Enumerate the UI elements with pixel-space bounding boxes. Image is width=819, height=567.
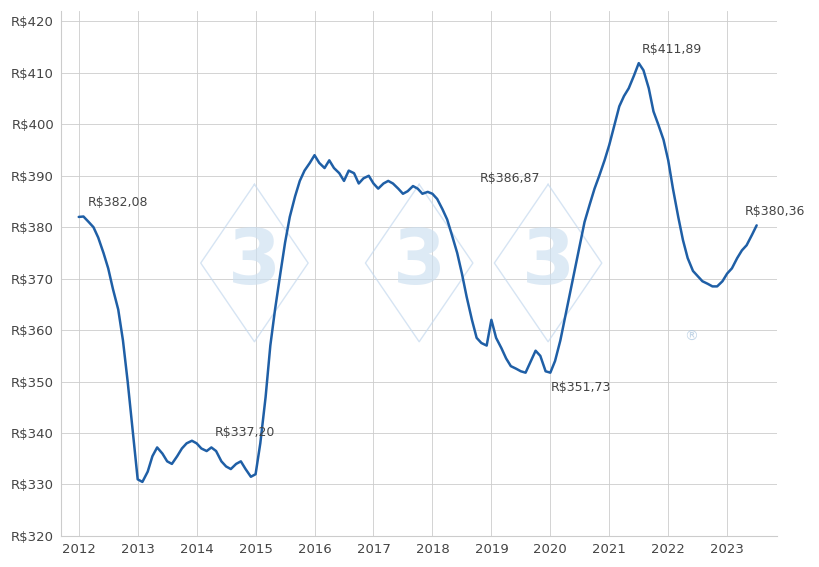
Text: R$380,36: R$380,36 — [744, 205, 804, 218]
Text: R$382,08: R$382,08 — [88, 196, 148, 209]
Text: 3: 3 — [521, 226, 574, 300]
Text: ®: ® — [684, 329, 698, 344]
Text: R$386,87: R$386,87 — [479, 172, 540, 185]
Text: R$351,73: R$351,73 — [550, 382, 610, 395]
Text: R$411,89: R$411,89 — [641, 44, 701, 56]
Text: 3: 3 — [228, 226, 281, 300]
Text: R$337,20: R$337,20 — [214, 426, 274, 439]
Text: 3: 3 — [392, 226, 446, 300]
